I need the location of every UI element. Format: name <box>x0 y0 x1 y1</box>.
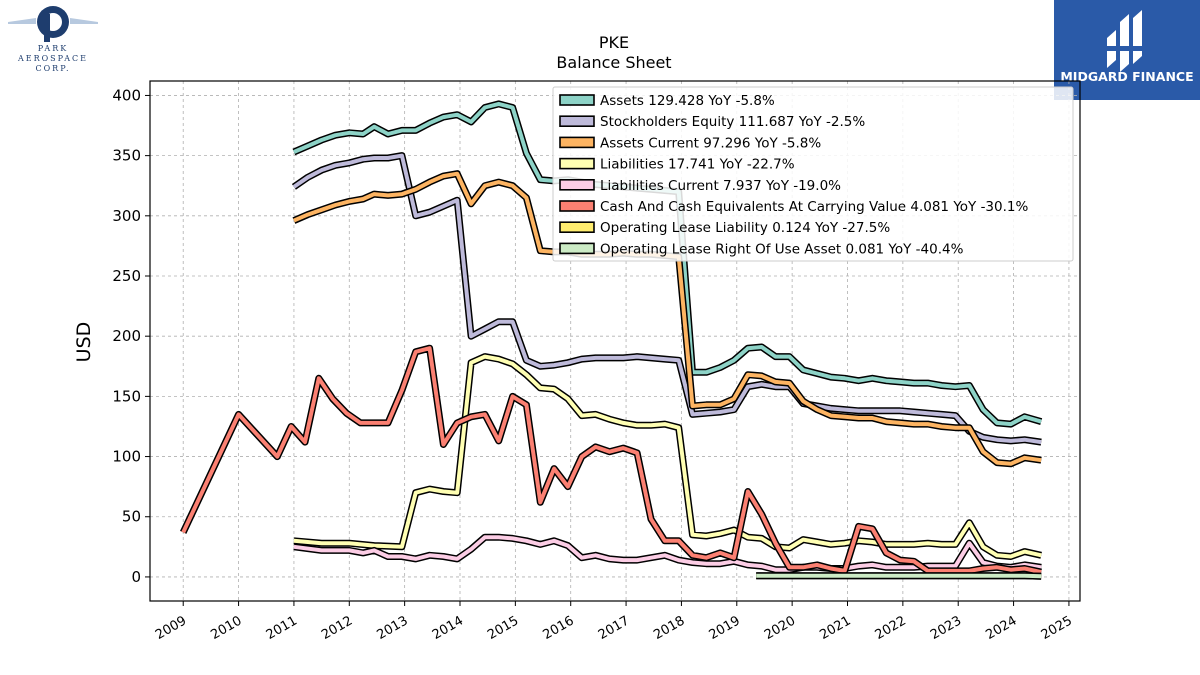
logo-line3: CORP. <box>35 64 70 73</box>
x-tick-label: 2022 <box>873 613 909 643</box>
y-tick-label: 300 <box>112 207 141 225</box>
legend-swatch-0 <box>559 94 595 106</box>
plot-frame <box>149 80 1081 602</box>
series-line-3 <box>293 354 1042 559</box>
x-tick-label: 2023 <box>928 613 964 643</box>
legend-swatch-6 <box>559 221 595 233</box>
x-tick-label: 2016 <box>541 613 577 643</box>
series-line-5 <box>181 346 1042 575</box>
legend-swatch-1 <box>559 115 595 127</box>
legend-swatch-4 <box>559 179 595 191</box>
y-tick-label: 150 <box>112 387 141 405</box>
legend-label-5: Cash And Cash Equivalents At Carrying Va… <box>600 199 1028 215</box>
legend: Assets 129.428 YoY -5.8% Stockholders Equ… <box>552 86 1074 262</box>
y-tick-label: 200 <box>112 327 141 345</box>
legend-swatch-3 <box>559 157 595 170</box>
park-aerospace-logo: PARK AEROSPACE CORP. <box>8 6 98 73</box>
chart-subtitle: Balance Sheet <box>556 53 671 72</box>
x-tick-label: 2013 <box>374 613 410 643</box>
legend-label-2: Assets Current 97.296 YoY -5.8% <box>600 135 821 151</box>
y-tick-label: 100 <box>112 448 141 466</box>
x-tick-label: 2017 <box>596 613 632 643</box>
x-tick-label: 2010 <box>208 613 244 643</box>
x-tick-label: 2011 <box>264 613 300 643</box>
y-tick-label: 350 <box>112 147 141 165</box>
legend-label-6: Operating Lease Liability 0.124 YoY -27.… <box>600 220 890 236</box>
legend-label-4: Liabilities Current 7.937 YoY -19.0% <box>600 178 841 194</box>
legend-label-7: Operating Lease Right Of Use Asset 0.081… <box>600 241 964 257</box>
x-tick-label: 2012 <box>319 613 355 643</box>
midgard-finance-logo-icon <box>1107 10 1142 72</box>
x-tick-label: 2019 <box>707 613 743 643</box>
x-tick-label: 2024 <box>983 613 1019 643</box>
x-tick-label: 2014 <box>430 613 466 643</box>
legend-swatch-7 <box>559 242 595 255</box>
y-tick-label: 0 <box>131 568 141 586</box>
x-tick-label: 2021 <box>817 613 853 643</box>
y-tick-label: 400 <box>112 86 141 104</box>
series-line-7 <box>756 573 1042 579</box>
legend-swatch-2 <box>559 136 595 149</box>
x-tick-label: 2015 <box>485 613 521 643</box>
brand-name: MIDGARD FINANCE <box>1060 69 1193 84</box>
x-tick-label: 2009 <box>153 613 189 643</box>
x-tick-label: 2018 <box>651 613 687 643</box>
legend-label-1: Stockholders Equity 111.687 YoY -2.5% <box>600 114 865 130</box>
y-tick-label: 50 <box>122 508 141 526</box>
midgard-finance-brand: MIDGARD FINANCE <box>1054 0 1200 100</box>
logo-line1: PARK <box>38 44 68 53</box>
legend-label-3: Liabilities 17.741 YoY -22.7% <box>600 157 795 173</box>
park-aerospace-logo-icon <box>8 6 98 42</box>
chart-title: PKE <box>599 33 629 52</box>
series-line-1 <box>292 153 1042 445</box>
legend-box <box>552 86 1074 262</box>
legend-swatch-5 <box>559 200 595 212</box>
x-tick-label: 2020 <box>762 613 798 643</box>
logo-line2: AEROSPACE <box>17 54 88 63</box>
legend-label-0: Assets 129.428 YoY -5.8% <box>600 93 775 109</box>
x-tick-label: 2025 <box>1039 613 1075 643</box>
y-axis-label: USD <box>73 322 95 363</box>
y-tick-label: 250 <box>112 267 141 285</box>
